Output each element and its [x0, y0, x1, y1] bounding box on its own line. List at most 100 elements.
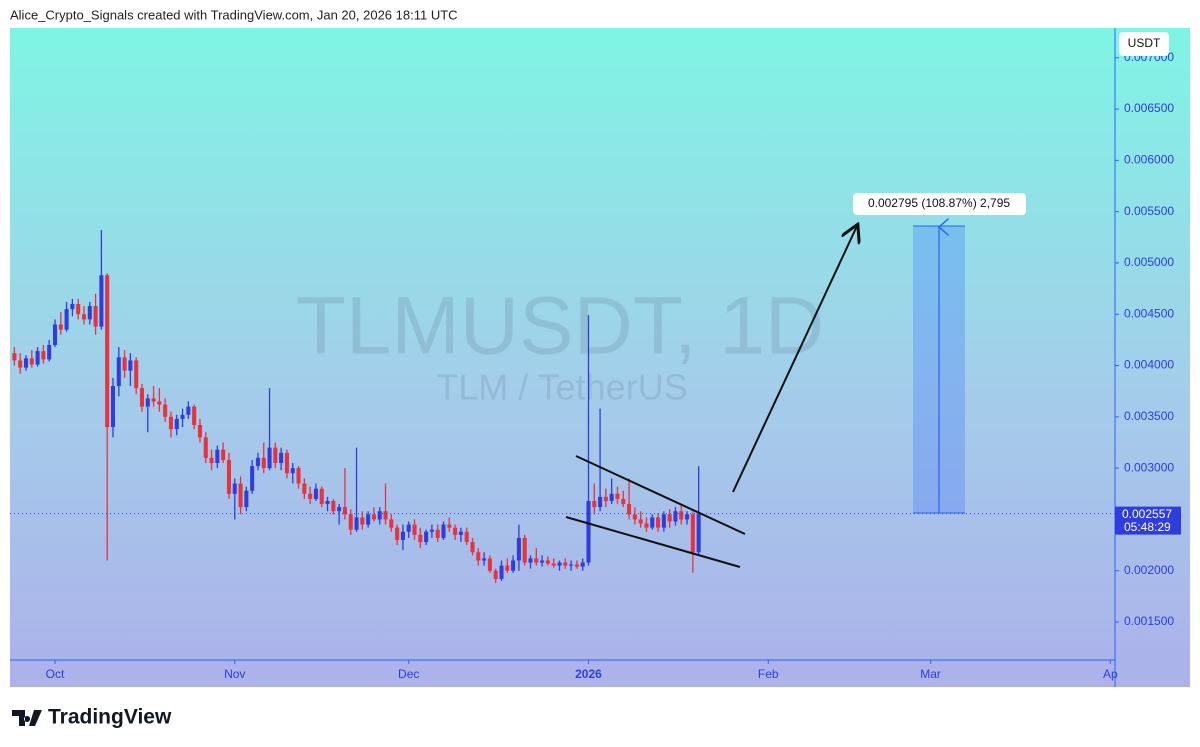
candle-body [122, 357, 127, 371]
candle-body [52, 324, 58, 346]
candle-body [203, 437, 208, 458]
candle-body [319, 488, 324, 505]
last-price-box [1115, 506, 1181, 535]
brand-name: TradingView [48, 706, 172, 729]
candle-body [302, 483, 307, 494]
candle-body [296, 468, 301, 484]
candle-body [12, 353, 17, 361]
candle-body [540, 560, 545, 563]
countdown: 05:48:29 [1124, 520, 1171, 534]
candle-body [157, 401, 162, 405]
candle-body [429, 529, 434, 532]
candle-body [598, 496, 603, 508]
x-tick-label: Mar [920, 667, 941, 681]
y-tick-label: 0.006000 [1124, 153, 1174, 167]
candle-body [273, 447, 278, 464]
candle-body [551, 563, 556, 566]
candle-body [685, 514, 690, 520]
chart-background [10, 28, 1190, 687]
candle-body [255, 457, 260, 467]
candle-body [192, 406, 197, 426]
candle-body [609, 493, 614, 501]
candle-body [511, 560, 516, 571]
y-tick-label: 0.004000 [1124, 358, 1174, 372]
candle-body [151, 398, 156, 402]
candle-body [453, 527, 458, 535]
candle-body [209, 457, 214, 464]
candle-body [87, 306, 92, 320]
candle-body [250, 466, 255, 491]
candle-body [47, 345, 52, 360]
brand-logo [12, 710, 42, 726]
x-tick-label: Nov [224, 667, 245, 681]
candle-body [261, 457, 266, 469]
candle-body [395, 527, 400, 540]
candle-body [569, 564, 574, 566]
measure-label-box [853, 193, 1026, 215]
candle-body [482, 558, 487, 561]
candle-body [621, 498, 626, 505]
candle-body [644, 523, 649, 528]
candle-body [667, 514, 672, 522]
candle-body [534, 558, 539, 563]
candle-body [505, 565, 510, 571]
candle-body [313, 488, 318, 499]
candle-body [696, 513, 701, 553]
candle-body [23, 358, 29, 368]
candle-body [29, 358, 34, 365]
candle-body [592, 500, 597, 508]
candle-body [377, 511, 382, 520]
candle-body [215, 449, 220, 464]
watermark: TLMUSDT, 1D [296, 281, 825, 372]
candle-body [563, 562, 568, 566]
y-tick-label: 0.004500 [1124, 306, 1174, 320]
candle-body [603, 496, 608, 501]
candle-body [406, 524, 411, 532]
candle-body [627, 504, 632, 515]
candle-body [337, 507, 342, 512]
plot [10, 230, 1115, 584]
candle-body [290, 468, 295, 474]
candle-body [93, 306, 98, 327]
candle-body [447, 524, 452, 528]
candle-body [638, 519, 643, 524]
candle-body [528, 558, 533, 563]
candle-body [574, 564, 579, 567]
candle-body [267, 447, 272, 469]
candle-body [470, 542, 475, 553]
candle-body [400, 531, 405, 540]
x-tick-label: Feb [758, 667, 779, 681]
candle-body [615, 493, 620, 499]
candle-body [516, 537, 521, 561]
projection-arrow [732, 226, 857, 493]
candle-body [679, 511, 684, 520]
candle-body [105, 275, 110, 428]
wedge-lower [565, 516, 741, 568]
candle-body [180, 414, 185, 419]
candle-body [383, 511, 388, 520]
candle-body [487, 558, 492, 571]
candle-body [168, 416, 174, 430]
candle-body [18, 360, 23, 368]
candle-body [366, 514, 371, 525]
credit: Alice_Crypto_Signals created with Tradin… [10, 7, 458, 22]
brand: TradingView [12, 706, 172, 729]
candle-body [134, 360, 139, 389]
candle-body [70, 303, 75, 310]
candle-body [360, 517, 365, 525]
candle-body [545, 560, 550, 564]
candle-body [464, 531, 469, 543]
x-tick-label: Ap [1103, 667, 1118, 681]
candle-body [238, 483, 243, 508]
candle-body [424, 531, 429, 543]
x-tick-label: Dec [398, 667, 419, 681]
candle-body [348, 514, 353, 530]
candle-body [325, 500, 330, 505]
candle-body [580, 562, 585, 567]
candle-body [661, 514, 666, 528]
candle-body [35, 351, 40, 365]
candle-body [128, 360, 133, 371]
candle-body [458, 531, 463, 535]
